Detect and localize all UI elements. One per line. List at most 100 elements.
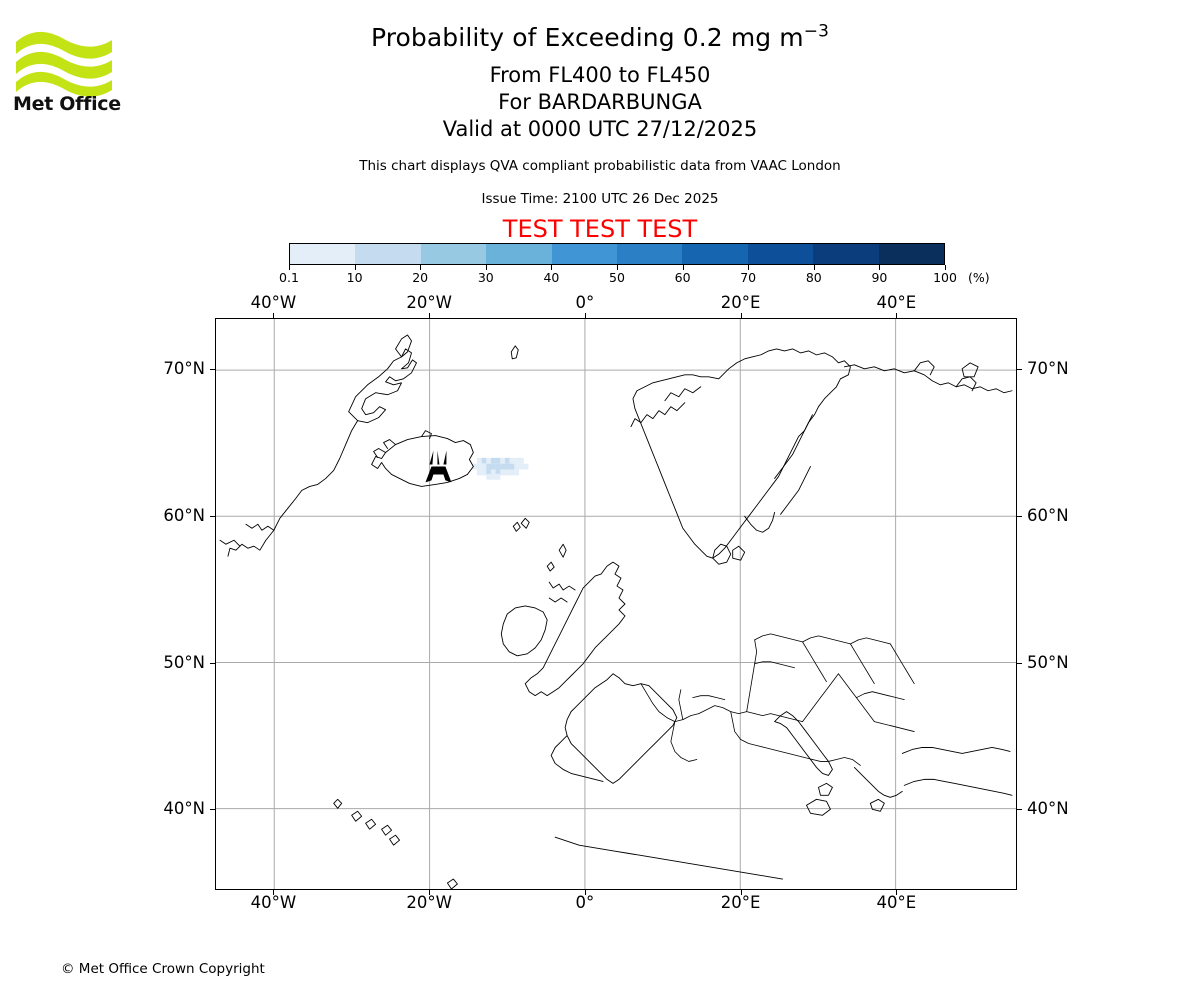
lat-label-left-40: 40°N — [163, 799, 205, 819]
plume-cell-17 — [504, 463, 510, 470]
colorbar-tick-90 — [879, 265, 881, 270]
colorbar-tick-60 — [682, 265, 684, 270]
colorbar-tick-70 — [748, 265, 750, 270]
lon-tick-top-20 — [740, 313, 742, 318]
colorbar-tick-0.1 — [289, 265, 290, 270]
lat-tick-right-70 — [1017, 369, 1022, 371]
met-office-logo: Met Office — [12, 18, 122, 114]
plume-cell-5 — [500, 457, 506, 464]
page-title-exponent: −3 — [803, 21, 830, 42]
plume-cell-23 — [481, 469, 487, 476]
plume-cell-10 — [472, 463, 478, 470]
colorbar-segment-4 — [551, 244, 618, 264]
plume-cell-31 — [486, 473, 492, 480]
lon-tick-bottom-40 — [896, 890, 898, 895]
lat-label-right-70: 70°N — [1027, 359, 1069, 379]
plume-cell-7 — [509, 457, 515, 464]
colorbar-tick-marks — [289, 265, 946, 275]
graticule-gridlines — [216, 319, 1016, 889]
colorbar-tick-20 — [420, 265, 422, 270]
lat-label-left-70: 70°N — [163, 359, 205, 379]
lat-label-left-60: 60°N — [163, 506, 205, 525]
plume-cell-2 — [486, 457, 492, 464]
plume-cell-13 — [486, 463, 492, 470]
colorbar-segment-9 — [878, 244, 945, 264]
lon-tick-bottom-20 — [740, 890, 742, 895]
plume-cell-21 — [523, 463, 529, 470]
flight-level-range: From FL400 to FL450 — [489, 63, 711, 87]
colorbar-tick-50 — [617, 265, 618, 270]
lon-label-bottom--20: 20°W — [406, 893, 452, 912]
plume-cell-11 — [476, 463, 482, 470]
map-panel[interactable] — [215, 318, 1017, 890]
test-banner: TEST TEST TEST — [502, 215, 698, 243]
lat-label-right-60: 60°N — [1027, 506, 1069, 525]
lat-tick-left-40 — [210, 809, 215, 811]
plume-cell-8 — [514, 457, 520, 464]
plume-cell-6 — [504, 457, 510, 464]
lon-tick-top-40 — [896, 313, 898, 318]
lon-label-top-20: 20°E — [720, 293, 761, 312]
plume-cell-27 — [500, 469, 506, 476]
lon-tick-bottom-0 — [584, 890, 586, 895]
colorbar-tick-100 — [945, 265, 946, 270]
lon-tick-top--20 — [429, 313, 431, 318]
page-title-text: Probability of Exceeding 0.2 mg m — [370, 23, 804, 52]
plume-cell-12 — [481, 463, 487, 470]
plume-cell-1 — [481, 457, 487, 464]
lon-label-top--40: 40°W — [250, 293, 297, 312]
plume-cell-15 — [495, 463, 501, 470]
lon-label-bottom--40: 40°W — [250, 893, 297, 912]
plume-cell-20 — [518, 463, 524, 470]
met-office-wave-icon — [16, 31, 112, 97]
colorbar-tick-label-30: 30 — [477, 270, 494, 285]
lat-tick-right-60 — [1017, 516, 1022, 517]
valid-time-line: Valid at 0000 UTC 27/12/2025 — [442, 117, 758, 141]
colorbar-tick-label-50: 50 — [609, 270, 625, 285]
lon-label-bottom-40: 40°E — [876, 893, 917, 912]
colorbar-tick-labels: 0.1 10 20 30 40 50 60 70 80 90 100 — [279, 270, 957, 286]
volcano-name-line: For BARDARBUNGA — [498, 90, 702, 114]
plume-cell-0 — [476, 457, 482, 464]
colorbar-tick-label-70: 70 — [740, 270, 757, 285]
colorbar-tick-label-80: 80 — [805, 270, 822, 285]
lat-label-right-40: 40°N — [1027, 799, 1069, 819]
colorbar-segment-2 — [420, 244, 487, 264]
plume-cell-29 — [509, 469, 515, 476]
colorbar-segment-6 — [682, 244, 748, 264]
colorbar-segment-7 — [747, 244, 814, 264]
plume-cell-14 — [490, 463, 496, 470]
colorbar-tick-label-20: 20 — [412, 270, 429, 285]
colorbar-segment-1 — [355, 244, 421, 264]
colorbar-tick-label-0.1: 0.1 — [279, 270, 299, 285]
ash-plume-layer — [472, 457, 529, 480]
lat-label-right-50: 50°N — [1027, 652, 1069, 672]
plume-cell-26 — [495, 469, 501, 476]
colorbar-tick-label-60: 60 — [674, 270, 691, 285]
qva-subtitle: This chart displays QVA compliant probab… — [359, 158, 841, 174]
lon-label-top--20: 20°W — [406, 293, 452, 312]
lat-tick-left-60 — [210, 516, 215, 517]
lon-label-bottom-20: 20°E — [720, 893, 761, 912]
lat-tick-right-40 — [1017, 809, 1022, 811]
colorbar-segment-8 — [813, 244, 879, 264]
met-office-logo-text: Met Office — [13, 93, 121, 114]
colorbar-segment-0 — [290, 244, 356, 264]
plume-cell-4 — [495, 457, 501, 464]
plume-cell-22 — [476, 469, 482, 476]
plume-cell-3 — [490, 457, 496, 464]
colorbar-tick-label-40: 40 — [543, 270, 560, 285]
plume-cell-16 — [500, 463, 506, 470]
lon-tick-bottom--40 — [273, 890, 275, 895]
plume-cell-24 — [486, 469, 492, 476]
lon-label-top-40: 40°E — [876, 293, 917, 312]
probability-colorbar — [289, 243, 945, 265]
plume-cell-9 — [518, 457, 524, 464]
page-title: Probability of Exceeding 0.2 mg m−3 — [0, 23, 1200, 53]
issue-time-label: Issue Time: 2100 UTC 26 Dec 2025 — [481, 191, 719, 207]
colorbar-tick-80 — [813, 265, 815, 270]
lon-label-bottom-0: 0° — [575, 893, 595, 912]
copyright-notice: © Met Office Crown Copyright — [61, 961, 265, 977]
lon-tick-top-0 — [584, 313, 586, 318]
plume-cell-19 — [514, 463, 520, 470]
